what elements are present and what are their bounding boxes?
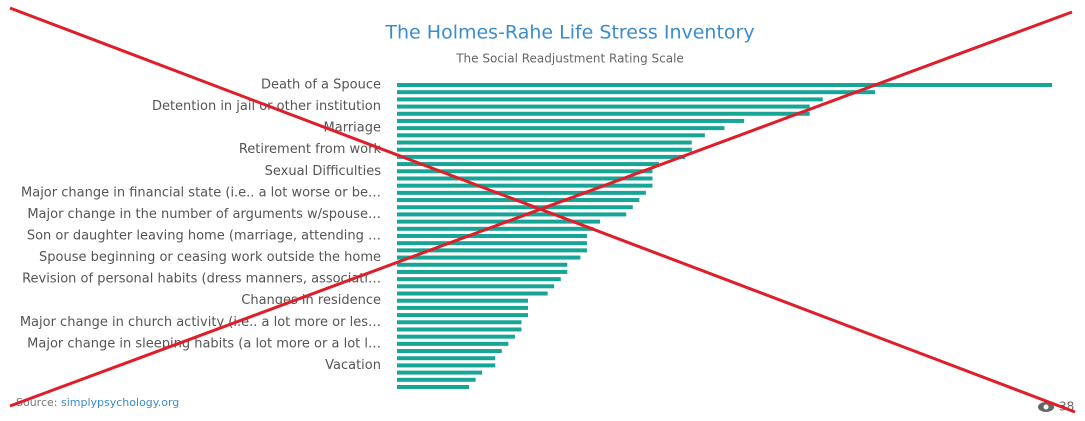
y-tick-label: Spouse beginning or ceasing work outside…	[39, 250, 381, 265]
bar	[397, 140, 692, 145]
bar	[397, 154, 686, 159]
chart-title: The Holmes-Rahe Life Stress Inventory	[384, 22, 754, 44]
bar	[397, 83, 1052, 87]
views-icon	[1038, 402, 1054, 412]
bar	[397, 233, 587, 238]
y-tick-label: Major change in sleeping habits (a lot m…	[27, 336, 381, 351]
y-tick-label: Changes in residence	[241, 293, 381, 308]
bar	[397, 327, 522, 332]
bar	[397, 356, 496, 361]
y-tick-label: Son or daughter leaving home (marriage, …	[27, 228, 381, 243]
bar	[397, 176, 653, 181]
y-tick-label: Sexual Difficulties	[265, 164, 382, 179]
bar	[397, 349, 502, 354]
bar	[397, 277, 561, 282]
y-tick-label: Vacation	[325, 358, 381, 373]
bar	[397, 269, 568, 274]
bar	[397, 363, 496, 368]
bar	[397, 126, 725, 131]
bar	[397, 248, 587, 253]
y-tick-label: Major change in the number of arguments …	[27, 207, 381, 222]
bar	[397, 97, 823, 102]
bar	[397, 320, 522, 325]
bar	[397, 162, 659, 167]
bar	[397, 190, 646, 195]
bar	[397, 241, 587, 246]
bar	[397, 370, 483, 375]
bar	[397, 255, 581, 260]
bar	[397, 205, 633, 210]
bar	[397, 226, 594, 231]
y-tick-label: Death of a Spouce	[261, 78, 381, 93]
bar	[397, 212, 627, 217]
y-tick-label: Revision of personal habits (dress manne…	[22, 272, 381, 287]
source: Source: simplypsychology.org	[16, 396, 179, 409]
bar	[397, 219, 601, 224]
y-tick-label: Marriage	[324, 121, 381, 136]
y-tick-label: Retirement from work	[239, 142, 382, 157]
bar	[397, 305, 528, 310]
bar	[397, 262, 568, 267]
bar	[397, 291, 548, 296]
y-tick-label: Major change in financial state (i.e.. a…	[21, 185, 381, 200]
y-tick-label: Major change in church activity (i.e.. a…	[20, 315, 381, 330]
bar	[397, 90, 876, 95]
bar	[397, 313, 528, 318]
bar	[397, 133, 705, 138]
bar	[397, 384, 470, 389]
bar	[397, 284, 555, 289]
bar	[397, 169, 653, 174]
bar	[397, 111, 810, 116]
bar	[397, 118, 745, 123]
bar	[397, 104, 810, 109]
bar	[397, 341, 509, 346]
source-link[interactable]: simplypsychology.org	[61, 396, 179, 409]
bar	[397, 183, 653, 188]
chart-subtitle: The Social Readjustment Rating Scale	[455, 52, 684, 66]
bar	[397, 334, 515, 339]
bar	[397, 377, 476, 382]
cross-line	[9, 10, 1073, 408]
bar	[397, 298, 528, 303]
bar	[397, 147, 692, 152]
bars: Death of a SpouceDetention in jail or ot…	[20, 78, 1052, 389]
